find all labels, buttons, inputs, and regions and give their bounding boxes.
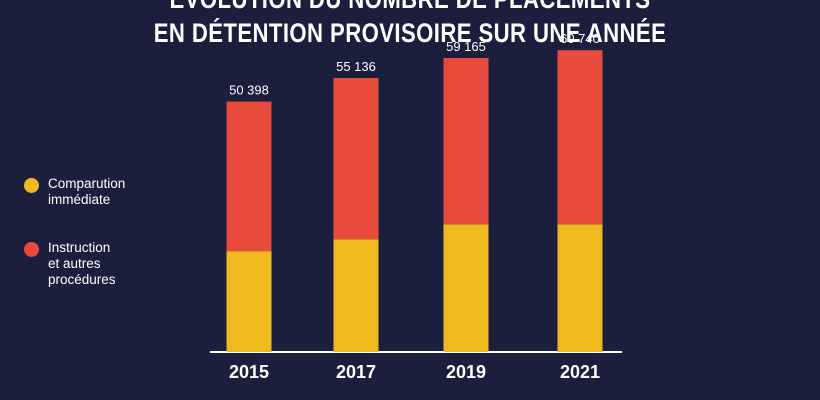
legend-label-comparution-line2: immédiate [48,192,111,207]
chart-title-line-2: EN DÉTENTION PROVISOIRE SUR UNE ANNÉE [153,18,667,48]
legend-label-instruction-line2: et autres procédures [48,256,116,287]
bar-2017-comparution [333,239,379,352]
total-label-2019: 59 165 [446,39,486,54]
legend-label-instruction-line1: Instruction [48,240,111,255]
x-tick-label-2015: 2015 [229,362,269,382]
total-label-2017: 55 136 [336,59,376,74]
bar-2015-instruction [226,101,272,252]
bar-2019-instruction [443,58,489,225]
x-tick-label-2021: 2021 [560,362,600,382]
chart-title-line-1: ÉVOLUTION DU NOMBRE DE PLACEMENTS [74,0,746,15]
total-label-2015: 50 398 [229,83,269,98]
bar-2015-comparution [226,251,272,352]
bar-2017-instruction [333,78,379,240]
bar-2021-instruction [557,50,603,225]
x-tick-label-2019: 2019 [446,362,486,382]
legend-dot-instruction [24,242,39,257]
legend-label-comparution: Comparution immédiate [48,176,125,208]
legend-dot-comparution [24,178,39,193]
legend-label-comparution-line1: Comparution [48,176,126,191]
legend-label-instruction: Instruction et autres procédures [48,240,116,288]
bar-2019-comparution [443,224,489,352]
bar-2021-comparution [557,224,603,352]
x-tick-label-2017: 2017 [336,362,376,382]
total-label-2021: 60 740 [560,31,600,46]
